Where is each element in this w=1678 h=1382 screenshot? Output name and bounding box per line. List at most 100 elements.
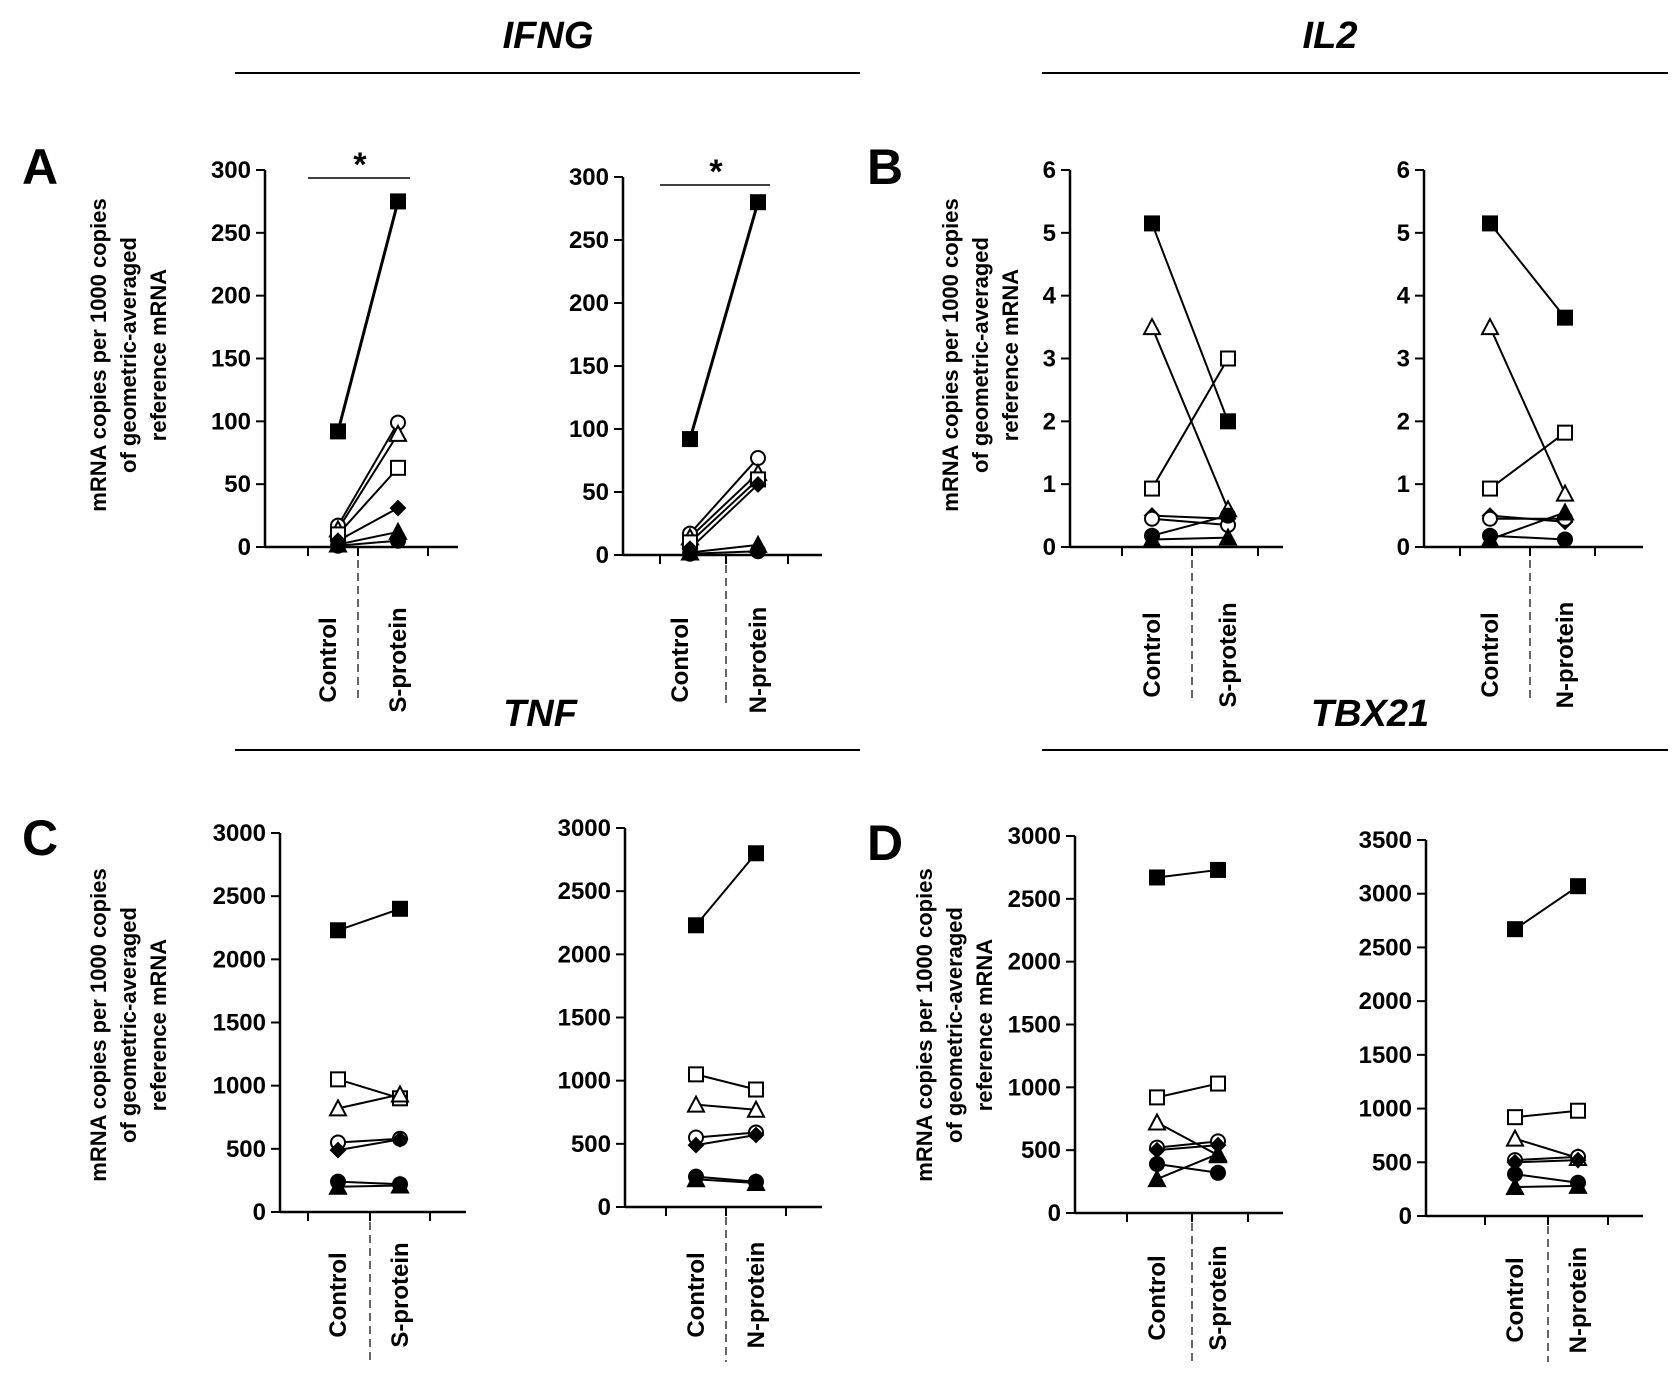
ylabel-line-2: of geometric-averaged xyxy=(116,907,141,1143)
marker-open-square-0 xyxy=(330,1071,346,1088)
series-line-open-square xyxy=(1156,1082,1219,1099)
marker-filled-square-1 xyxy=(1210,861,1226,878)
marker-filled-circle-0 xyxy=(1149,1155,1165,1172)
series-line-open-square xyxy=(1489,431,1566,490)
marker-filled-triangle-1 xyxy=(1568,1175,1588,1194)
marker-filled-square-1 xyxy=(1220,413,1236,430)
category-label-control: Control xyxy=(683,1252,710,1337)
series-line-filled-square xyxy=(337,907,401,932)
marker-open-triangle-1 xyxy=(746,1099,766,1118)
gene-header-tnf: TNF xyxy=(503,693,579,735)
series-line-open-triangle xyxy=(695,1103,757,1111)
category-label-n-protein: N-protein xyxy=(1565,1247,1592,1354)
ylabel-line-3: reference mRNA xyxy=(972,939,997,1112)
series-line-filled-circle xyxy=(1151,514,1229,537)
series-line-filled-diamond xyxy=(1156,1144,1219,1152)
category-label-n-protein: N-protein xyxy=(745,607,772,714)
y-tick-label: 3000 xyxy=(1008,823,1061,850)
y-tick-label: 150 xyxy=(211,346,251,373)
marker-filled-triangle-0 xyxy=(1147,1168,1167,1188)
marker-open-square-0 xyxy=(1144,480,1160,497)
series-line-open-circle xyxy=(689,457,759,535)
marker-filled-square-0 xyxy=(330,922,346,939)
marker-open-triangle-1 xyxy=(388,423,408,442)
series-line-open-circle xyxy=(337,1137,401,1144)
marker-filled-square-0 xyxy=(682,431,698,448)
y-tick-label: 100 xyxy=(569,416,609,443)
series-line-filled-triangle xyxy=(337,530,399,546)
marker-filled-square-0 xyxy=(1482,215,1498,232)
marker-open-square-1 xyxy=(1220,350,1236,367)
series-line-open-triangle xyxy=(1489,326,1566,495)
marker-filled-diamond-0 xyxy=(687,1136,705,1154)
marker-filled-circle-1 xyxy=(390,532,406,549)
series-line-filled-diamond xyxy=(337,1138,401,1152)
y-tick-label: 5 xyxy=(1397,220,1410,247)
series-line-filled-square xyxy=(695,852,757,926)
series-line-open-circle xyxy=(695,1131,757,1139)
y-tick-label: 1500 xyxy=(213,1010,266,1037)
series-line-filled-circle xyxy=(695,1175,757,1183)
chart-7: 0 500 1000 1500 2000 2500 3000 Control S-protein xyxy=(1008,823,1283,1362)
marker-filled-diamond-1 xyxy=(391,1130,409,1148)
category-label-s-protein: S-protein xyxy=(385,607,412,712)
category-label-n-protein: N-protein xyxy=(743,1242,770,1349)
y-tick-label: 2000 xyxy=(1008,949,1061,976)
y-tick-label: 0 xyxy=(253,1199,266,1226)
series-line-open-square xyxy=(1514,1109,1579,1119)
marker-open-square-0 xyxy=(688,1066,704,1083)
series-line-open-triangle xyxy=(1151,326,1229,510)
y-tick-label: 250 xyxy=(211,220,251,247)
category-label-s-protein: S-protein xyxy=(1205,1245,1232,1350)
series-line-filled-square xyxy=(1514,885,1579,930)
marker-filled-diamond-1 xyxy=(1569,1151,1587,1169)
y-tick-label: 2500 xyxy=(558,878,611,905)
y-tick-label: 500 xyxy=(571,1131,611,1158)
series-line-filled-square xyxy=(336,201,400,432)
ylabel-panel-a: mRNA copies per 1000 copies of geometric… xyxy=(86,198,171,511)
ylabel-line-1: mRNA copies per 1000 copies xyxy=(938,198,963,511)
marker-filled-triangle-0 xyxy=(1505,1176,1525,1195)
marker-filled-square-0 xyxy=(1144,215,1160,232)
series-line-filled-square xyxy=(688,201,760,440)
marker-filled-triangle-1 xyxy=(390,1175,410,1194)
y-tick-label: 2500 xyxy=(213,883,266,910)
y-tick-label: 500 xyxy=(226,1136,266,1163)
chart-1: 0 50 100 150 200 250 300 Control S-protein * xyxy=(211,146,458,713)
y-tick-label: 3000 xyxy=(1359,881,1412,908)
y-tick-label: 0 xyxy=(1048,1200,1061,1227)
marker-filled-triangle-0 xyxy=(686,1169,706,1188)
y-tick-label: 100 xyxy=(211,408,251,435)
category-label-control: Control xyxy=(1139,612,1166,697)
marker-open-square-0 xyxy=(1507,1109,1523,1126)
series-line-filled-diamond xyxy=(1514,1159,1579,1164)
series-line-filled-triangle xyxy=(689,543,759,554)
series-line-open-square xyxy=(695,1073,757,1091)
marker-open-circle-1 xyxy=(750,449,766,466)
series-line-open-square xyxy=(337,1078,401,1100)
y-tick-label: 2500 xyxy=(1008,886,1061,913)
marker-filled-triangle-0 xyxy=(328,1176,348,1195)
marker-filled-square-1 xyxy=(1557,309,1573,326)
category-label-s-protein: S-protein xyxy=(387,1242,414,1347)
y-tick-label: 1000 xyxy=(1008,1074,1061,1101)
panel-label-d: D xyxy=(867,815,903,871)
marker-open-triangle-1 xyxy=(390,1084,410,1103)
y-tick-label: 3500 xyxy=(1359,827,1412,854)
ylabel-line-2: of geometric-averaged xyxy=(968,237,993,473)
y-tick-label: 2000 xyxy=(1359,988,1412,1015)
marker-filled-diamond-1 xyxy=(747,1126,765,1144)
category-label-control: Control xyxy=(325,1252,352,1337)
series-line-filled-triangle xyxy=(1489,511,1566,541)
series-line-filled-circle xyxy=(1489,534,1566,541)
marker-filled-circle-1 xyxy=(750,543,766,560)
category-label-n-protein: N-protein xyxy=(1552,602,1579,709)
marker-filled-square-1 xyxy=(750,194,766,211)
y-tick-label: 1000 xyxy=(1359,1096,1412,1123)
marker-filled-triangle-1 xyxy=(1208,1143,1228,1162)
series-line-open-circle xyxy=(1156,1140,1219,1149)
marker-filled-square-1 xyxy=(392,900,408,917)
marker-filled-triangle-0 xyxy=(1480,529,1500,548)
series-line-filled-triangle xyxy=(1156,1153,1219,1180)
